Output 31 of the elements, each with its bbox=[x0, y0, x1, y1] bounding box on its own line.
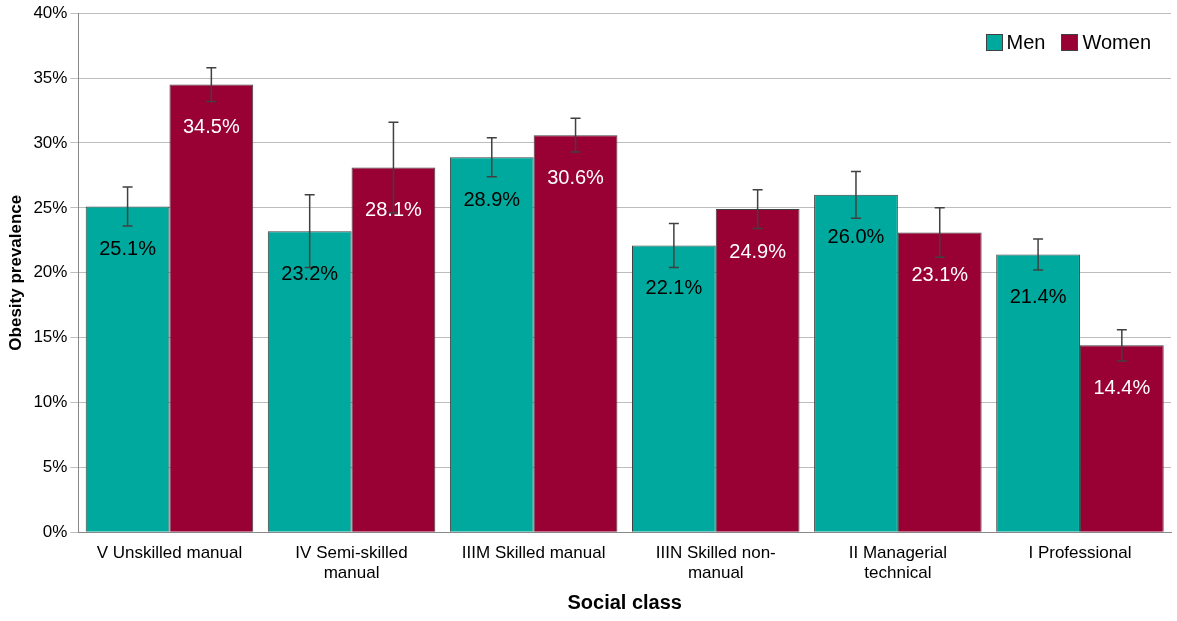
data-label: 21.4% bbox=[1009, 285, 1067, 308]
x-axis-title: Social class bbox=[567, 590, 682, 613]
y-axis-title: Obesity prevalence bbox=[5, 194, 25, 351]
data-label: 23.2% bbox=[281, 261, 339, 284]
y-tick-label: 20% bbox=[33, 262, 68, 282]
data-label: 28.9% bbox=[463, 187, 521, 210]
data-label: 30.6% bbox=[547, 165, 605, 188]
data-label: 28.1% bbox=[365, 198, 423, 221]
data-label: 14.4% bbox=[1093, 375, 1151, 398]
y-tick-label: 25% bbox=[33, 197, 68, 217]
x-tick-label: V Unskilled manual bbox=[96, 543, 243, 563]
x-tick-label: IIIM Skilled manual bbox=[461, 543, 606, 563]
y-tick-label: 10% bbox=[33, 392, 68, 412]
x-tick-label: I Professional bbox=[1028, 543, 1132, 563]
data-label: 34.5% bbox=[183, 115, 240, 138]
data-label: 25.1% bbox=[99, 237, 157, 260]
data-label: 23.1% bbox=[911, 262, 969, 285]
data-label: 26.0% bbox=[827, 225, 885, 248]
y-tick-label: 15% bbox=[33, 327, 68, 347]
x-tick-label: II Managerial technical bbox=[848, 543, 947, 583]
y-tick-label: 30% bbox=[33, 132, 68, 152]
legend-label: Men bbox=[1006, 31, 1046, 55]
y-tick-label: 35% bbox=[33, 67, 68, 87]
y-tick-label: 0% bbox=[42, 521, 68, 541]
x-tick-label: IV Semi-skilled manual bbox=[295, 543, 408, 583]
y-tick-label: 5% bbox=[42, 457, 68, 477]
y-tick-label: 40% bbox=[33, 2, 68, 22]
data-label: 24.9% bbox=[729, 239, 787, 262]
x-tick-label: IIIN Skilled non-manual bbox=[655, 543, 776, 583]
legend-label: Women bbox=[1082, 31, 1151, 55]
data-label: 22.1% bbox=[645, 275, 703, 298]
